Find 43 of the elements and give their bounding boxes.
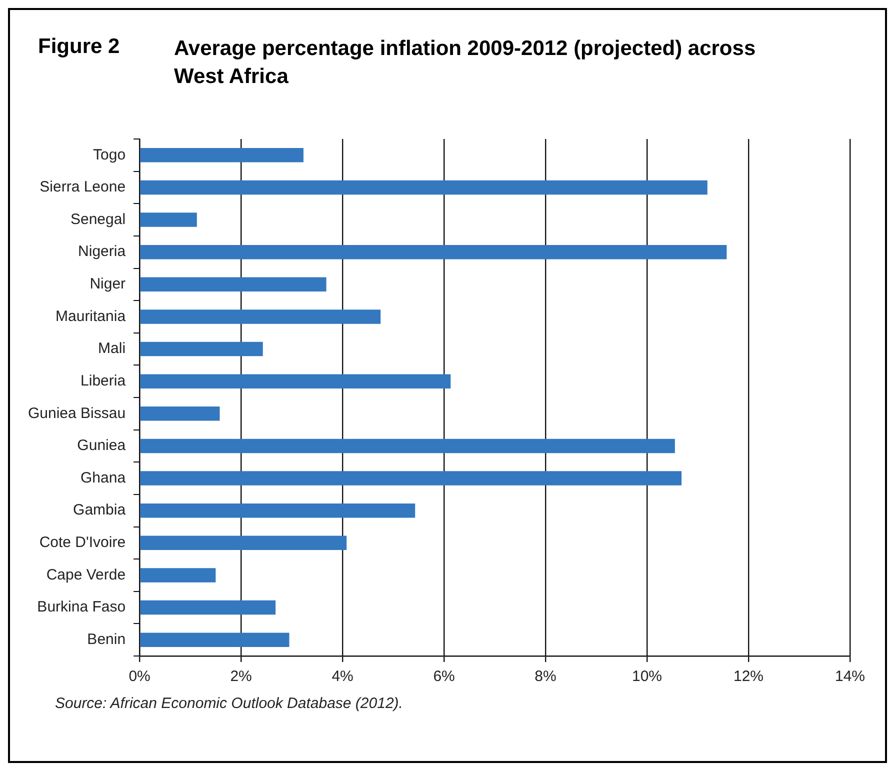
y-tick-label: Cape Verde: [46, 566, 126, 584]
chart-subtitle: Average percentage inflation 2009-2012 (projected) across West Africa: [174, 36, 757, 90]
bar: [140, 438, 675, 454]
y-tick-label: Senegal: [70, 210, 126, 228]
bar: [140, 536, 347, 550]
y-tick-label: Liberia: [80, 372, 126, 390]
bar: [140, 180, 708, 195]
bar: [140, 406, 220, 421]
y-tick-label: Gambia: [73, 502, 126, 519]
bar: [140, 568, 216, 582]
bar: [140, 600, 276, 615]
x-tick-label: 4%: [332, 668, 354, 686]
bar: [140, 310, 381, 324]
bar: [140, 503, 416, 518]
y-tick-label: Mauritania: [56, 308, 126, 325]
y-tick-label: Benin: [87, 630, 126, 648]
source-note: Source: African Economic Outlook Database (2012).: [55, 695, 403, 712]
x-tick-label: 8%: [534, 668, 556, 686]
x-tick-label: 6%: [433, 668, 455, 686]
y-tick-label: Togo: [93, 146, 126, 164]
x-tick-label: 14%: [834, 668, 866, 686]
x-tick-label: 2%: [230, 668, 252, 686]
bar: [140, 471, 682, 486]
y-tick-label: Guniea Bissau: [28, 404, 126, 422]
bar: [140, 148, 304, 162]
y-tick-label: Nigeria: [78, 243, 126, 260]
x-tick-label: 0%: [128, 668, 150, 686]
y-tick-label: Cote D'Ivoire: [39, 534, 126, 552]
y-tick-label: Ghana: [80, 469, 126, 486]
bar: [140, 244, 727, 260]
bar: [140, 212, 197, 227]
y-tick-label: Guniea: [77, 437, 126, 454]
y-tick-label: Mali: [98, 340, 126, 358]
y-tick-label: Sierra Leone: [40, 178, 126, 196]
bar: [140, 632, 290, 647]
bar: [140, 342, 263, 356]
x-tick-label: 10%: [632, 668, 662, 686]
bar: [140, 277, 326, 292]
y-tick-label: Burkina Faso: [37, 598, 126, 616]
bar: [140, 374, 451, 388]
chart-title: Figure 2: [38, 35, 121, 59]
x-tick-label: 12%: [733, 668, 764, 686]
y-tick-label: Niger: [90, 276, 126, 293]
